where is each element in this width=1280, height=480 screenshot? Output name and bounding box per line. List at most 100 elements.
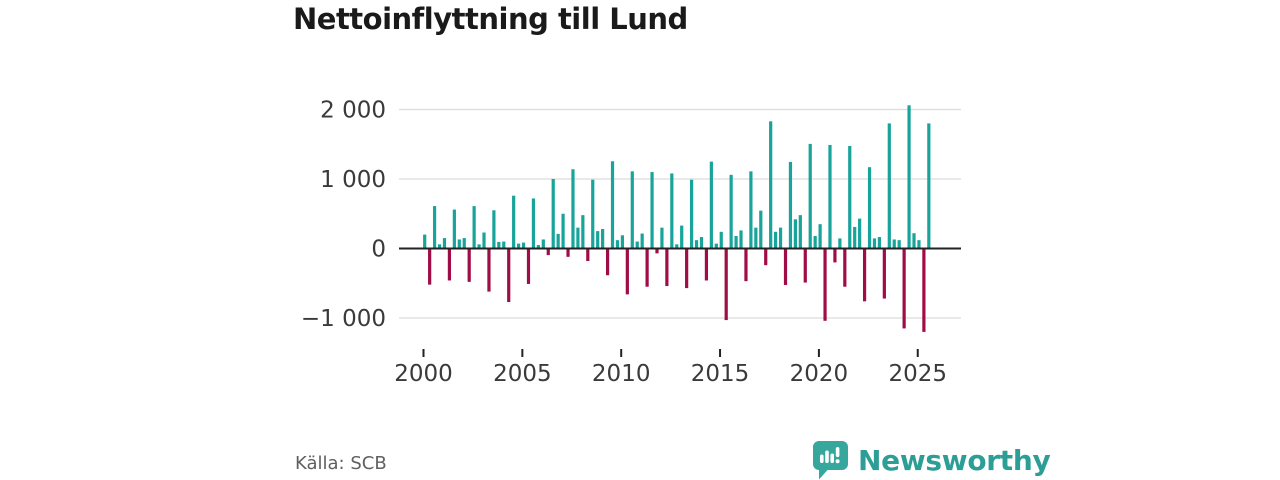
bar-2004Q4 xyxy=(517,243,521,249)
bar-2016Q1 xyxy=(739,230,743,249)
bar-2015Q4 xyxy=(734,235,738,249)
bar-2013Q2 xyxy=(685,248,689,289)
bar-2014Q3 xyxy=(709,161,713,249)
bar-2005Q3 xyxy=(531,198,536,249)
bar-2000Q3 xyxy=(432,206,437,249)
bar-2020Q2 xyxy=(823,248,827,321)
bar-2019Q1 xyxy=(798,215,802,249)
newsworthy-badge-icon xyxy=(813,441,848,480)
x-axis-label: 2020 xyxy=(790,361,849,387)
bar-2008Q3 xyxy=(591,179,595,249)
bar-2018Q2 xyxy=(783,248,788,285)
bar-2018Q1 xyxy=(778,227,783,249)
x-axis-label: 2000 xyxy=(394,361,453,387)
x-axis-label: 2015 xyxy=(691,361,750,387)
bar-2007Q4 xyxy=(576,227,580,249)
bar-2006Q1 xyxy=(541,239,545,249)
bar-2018Q4 xyxy=(793,219,797,249)
bar-2019Q3 xyxy=(808,143,812,249)
bar-2000Q2 xyxy=(428,248,432,285)
bar-2004Q3 xyxy=(512,195,516,249)
bar-2015Q3 xyxy=(729,174,733,249)
bar-2006Q2 xyxy=(546,248,550,256)
bar-2017Q1 xyxy=(759,210,763,249)
bar-2008Q4 xyxy=(596,231,600,249)
bar-2017Q3 xyxy=(769,121,773,249)
bar-2024Q2 xyxy=(902,248,906,329)
x-axis-label: 2025 xyxy=(888,361,947,387)
bar-2004Q2 xyxy=(507,248,511,303)
bar-2022Q1 xyxy=(858,218,862,249)
bar-2020Q1 xyxy=(818,224,822,249)
bar-2009Q4 xyxy=(615,240,620,249)
bar-2023Q3 xyxy=(887,123,891,249)
chart-title: Nettoinflyttning till Lund xyxy=(293,2,688,36)
bar-2013Q1 xyxy=(680,225,684,249)
bar-2005Q4 xyxy=(536,245,540,249)
bar-2021Q3 xyxy=(848,145,852,249)
bar-2002Q3 xyxy=(472,206,476,249)
bar-2009Q1 xyxy=(601,229,605,249)
bar-2011Q2 xyxy=(645,248,649,287)
y-axis-label: 2 000 xyxy=(320,98,386,124)
bar-2013Q3 xyxy=(689,179,694,249)
bar-2001Q4 xyxy=(457,239,461,249)
bar-2017Q4 xyxy=(774,231,778,249)
bar-2023Q1 xyxy=(877,237,882,249)
bar-2000Q4 xyxy=(437,244,442,249)
bar-2002Q4 xyxy=(477,244,481,249)
bar-2024Q3 xyxy=(907,105,911,249)
bar-2021Q2 xyxy=(843,248,847,287)
bar-2012Q1 xyxy=(660,227,664,249)
bar-2007Q3 xyxy=(571,169,575,249)
bar-2010Q1 xyxy=(620,235,624,249)
bar-2021Q1 xyxy=(838,238,842,249)
bar-2012Q3 xyxy=(670,173,674,249)
bar-2022Q2 xyxy=(862,248,867,302)
bar-2019Q4 xyxy=(813,235,817,249)
bar-2002Q2 xyxy=(467,248,471,282)
bar-2014Q2 xyxy=(704,248,709,281)
bar-2017Q2 xyxy=(764,248,768,266)
bar-2012Q2 xyxy=(665,248,669,287)
bar-2002Q1 xyxy=(462,238,466,249)
bar-2023Q2 xyxy=(882,248,886,299)
bar-2007Q1 xyxy=(561,213,565,249)
bar-2019Q2 xyxy=(803,248,807,283)
bar-2022Q4 xyxy=(872,238,877,249)
x-axis-label: 2005 xyxy=(493,361,552,387)
bar-2010Q4 xyxy=(635,241,639,249)
y-axis-label: 1 000 xyxy=(320,167,386,193)
y-axis-label: 0 xyxy=(371,237,386,263)
bar-2014Q4 xyxy=(714,243,718,249)
x-axis-label: 2010 xyxy=(592,361,651,387)
bar-2012Q4 xyxy=(675,244,679,249)
bar-2016Q2 xyxy=(744,248,748,282)
bar-2010Q3 xyxy=(630,171,634,249)
bar-2025Q3 xyxy=(927,123,931,249)
bar-2016Q3 xyxy=(749,171,753,249)
bar-2006Q4 xyxy=(556,233,560,249)
bar-2016Q4 xyxy=(754,227,758,249)
bar-2001Q1 xyxy=(442,238,447,249)
bar-2001Q2 xyxy=(447,248,452,281)
bar-2022Q3 xyxy=(867,167,872,249)
bar-2005Q1 xyxy=(521,242,526,249)
bar-2024Q1 xyxy=(897,240,901,249)
bar-2024Q4 xyxy=(912,233,916,249)
bar-2009Q2 xyxy=(605,248,610,276)
y-axis-label: −1 000 xyxy=(301,306,386,332)
bar-2009Q3 xyxy=(610,161,615,249)
bar-2008Q1 xyxy=(581,215,585,249)
bar-2004Q1 xyxy=(502,241,506,249)
brand-name: Newsworthy xyxy=(858,443,1051,477)
bar-2000Q1 xyxy=(423,234,427,249)
bar-2020Q3 xyxy=(828,144,832,249)
bar-2008Q2 xyxy=(586,248,590,262)
bar-2005Q2 xyxy=(526,248,531,284)
bar-2018Q3 xyxy=(788,161,793,249)
bar-2007Q2 xyxy=(566,248,570,257)
source-note: Källa: SCB xyxy=(295,453,387,474)
bar-2011Q1 xyxy=(640,233,644,249)
